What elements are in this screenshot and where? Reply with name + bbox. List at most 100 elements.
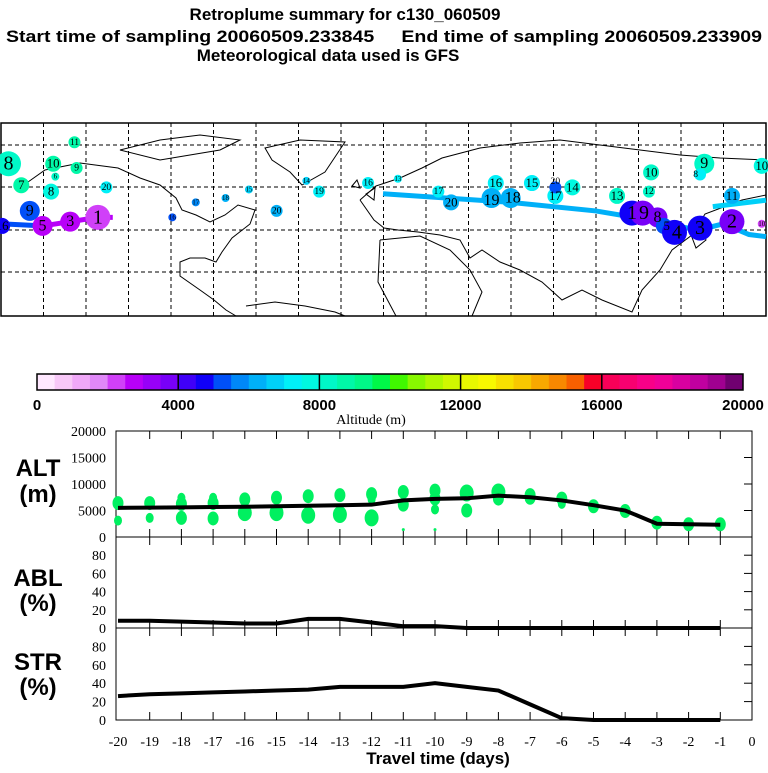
- day-marker-label: 20: [445, 195, 458, 209]
- colorbar-swatch: [37, 374, 56, 390]
- colorbar-swatch: [495, 374, 515, 390]
- alt-panel-unit: (m): [19, 481, 56, 508]
- day-marker-label: 3: [695, 217, 705, 239]
- day-marker-circle: [481, 188, 502, 209]
- colorbar-swatch: [266, 374, 285, 390]
- day-marker-circle: [0, 217, 11, 234]
- day-marker-circle: [100, 181, 113, 194]
- day-marker-circle: [432, 185, 445, 198]
- day-marker-circle: [643, 164, 660, 181]
- day-marker-label: 17: [434, 186, 444, 197]
- day-marker-label: 10: [645, 165, 658, 179]
- day-marker-circle: [51, 172, 60, 181]
- x-tick-label: -20: [109, 735, 128, 750]
- day-marker-label: 5: [39, 217, 47, 234]
- day-marker-circle: [45, 155, 62, 172]
- abl-y-tick-label: 0: [99, 622, 106, 637]
- colorbar-swatch: [442, 374, 462, 390]
- altitude-scatter-point: [271, 490, 282, 505]
- day-marker-circle: [302, 176, 311, 185]
- x-tick-label: -7: [524, 735, 536, 750]
- colorbar-swatch: [284, 374, 303, 390]
- str-mean-line: [117, 681, 721, 722]
- abl-y-tick-label: 20: [92, 604, 106, 619]
- abl-panel-label: ABL: [13, 565, 62, 592]
- colorbar-swatch: [654, 374, 673, 390]
- colorbar-swatch: [107, 374, 126, 390]
- colorbar-swatch: [125, 374, 144, 390]
- day-marker-label: 3: [66, 213, 74, 230]
- colorbar-swatch: [548, 374, 567, 390]
- colorbar-swatch: [707, 374, 726, 390]
- colorbar-swatch: [54, 374, 73, 390]
- abl-panel-frame: [115, 536, 753, 629]
- x-tick-label: -3: [651, 735, 663, 750]
- day-marker-label: 15: [526, 176, 539, 190]
- day-marker-circle: [609, 187, 626, 204]
- day-marker-circle: [393, 174, 402, 183]
- colorbar-swatch: [72, 374, 91, 390]
- day-marker-label: 1: [93, 206, 103, 228]
- altitude-scatter-point: [207, 511, 219, 526]
- day-marker-label: 11: [726, 189, 738, 203]
- x-tick-label: -16: [235, 735, 254, 750]
- met-data-note: Meteorological data used is GFS: [197, 46, 460, 65]
- abl-panel: 80 60 40 20 0: [92, 536, 753, 637]
- map-grid: [1, 123, 766, 316]
- abl-panel-unit: (%): [19, 590, 56, 617]
- day-marker-circle: [68, 136, 81, 149]
- day-marker-circle: [564, 179, 581, 196]
- x-tick-label: -2: [683, 735, 695, 750]
- day-marker-label: 1: [627, 202, 637, 224]
- colorbar-tick-label: 16000: [581, 397, 623, 414]
- x-tick-label: -9: [461, 735, 473, 750]
- colorbar-swatch: [178, 374, 197, 390]
- day-marker-label: 18: [222, 194, 230, 202]
- colorbar-swatch: [354, 374, 373, 390]
- colorbar-swatch: [248, 374, 267, 390]
- x-tick-label: -8: [493, 735, 505, 750]
- abl-y-tick-label: 80: [92, 549, 106, 564]
- altitude-scatter-point: [302, 489, 314, 504]
- day-marker-label: 7: [18, 178, 25, 192]
- day-marker-label: 8: [48, 185, 54, 199]
- altitude-scatter-point: [433, 528, 437, 532]
- colorbar-frame: [36, 373, 744, 391]
- trajectory-line: [712, 197, 767, 210]
- figure-title: Retroplume summary for c130_060509: [190, 5, 501, 24]
- day-marker-circle: [19, 200, 40, 221]
- day-marker-circle: [191, 198, 200, 207]
- day-marker-circle: [523, 175, 540, 192]
- colorbar-swatch: [372, 374, 391, 390]
- alt-y-tick-label: 15000: [71, 452, 106, 467]
- x-tick-label: -14: [299, 735, 318, 750]
- altitude-scatter-point: [364, 509, 379, 527]
- altitude-scatter-point: [401, 528, 405, 532]
- str-y-tick-label: 60: [92, 659, 106, 674]
- altitude-scatter-point: [269, 504, 284, 522]
- colorbar-swatch: [301, 374, 320, 390]
- day-marker-label: 2: [727, 211, 737, 233]
- day-marker-circle: [313, 185, 326, 198]
- altitude-scatter-point: [301, 506, 316, 524]
- x-tick-label: -10: [426, 735, 445, 750]
- day-marker-label: 16: [363, 178, 373, 189]
- day-marker-label: 4: [672, 221, 682, 243]
- day-marker-circle: [244, 185, 253, 194]
- altitude-scatter-point: [431, 504, 439, 515]
- day-marker-label: 11: [70, 137, 79, 148]
- colorbar-swatch: [160, 374, 179, 390]
- day-marker-label: 9: [74, 163, 79, 174]
- str-panel-unit: (%): [19, 674, 56, 701]
- colorbar-swatch: [89, 374, 109, 390]
- day-marker-circle: [662, 219, 688, 245]
- colorbar-swatch: [231, 374, 250, 390]
- day-marker-circle: [13, 177, 30, 194]
- day-marker-label: 13: [394, 175, 402, 183]
- str-panel-frame: [115, 627, 753, 721]
- altitude-colorbar: 0 4000 8000 12000 16000 20000: [33, 373, 764, 414]
- x-tick-label: -1: [714, 735, 726, 750]
- colorbar-swatch: [319, 374, 338, 390]
- day-marker-circle: [85, 204, 111, 230]
